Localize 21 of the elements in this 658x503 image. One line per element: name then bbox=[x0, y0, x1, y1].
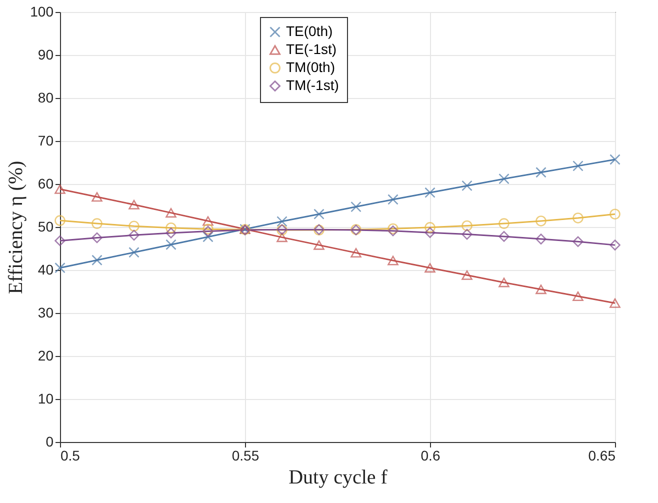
y-tick-label: 20 bbox=[38, 348, 54, 364]
x-tick-label: 0.6 bbox=[420, 448, 440, 464]
y-tick-label: 40 bbox=[38, 262, 54, 278]
y-tick-label: 60 bbox=[38, 176, 54, 192]
x-tick-label: 0.55 bbox=[232, 448, 260, 464]
y-tick-label: 100 bbox=[30, 4, 54, 20]
y-tick-label: 10 bbox=[38, 390, 54, 406]
x-tick-label: 0.65 bbox=[588, 448, 616, 464]
y-axis-title: Efficiency η (%) bbox=[5, 160, 28, 294]
legend-label: TE(-1st) bbox=[286, 41, 337, 57]
y-tick-label: 0 bbox=[46, 434, 54, 450]
y-tick-label: 50 bbox=[38, 218, 54, 234]
legend-label: TM(-1st) bbox=[286, 77, 339, 93]
x-axis-title: Duty cycle f bbox=[288, 466, 388, 488]
y-tick-label: 70 bbox=[38, 132, 54, 148]
legend-label: TM(0th) bbox=[286, 59, 335, 75]
legend-label: TE(0th) bbox=[286, 23, 333, 39]
y-tick-label: 80 bbox=[38, 90, 54, 106]
x-tick-label: 0.5 bbox=[60, 448, 80, 464]
y-tick-label: 90 bbox=[38, 46, 54, 62]
y-tick-label: 30 bbox=[38, 304, 54, 320]
